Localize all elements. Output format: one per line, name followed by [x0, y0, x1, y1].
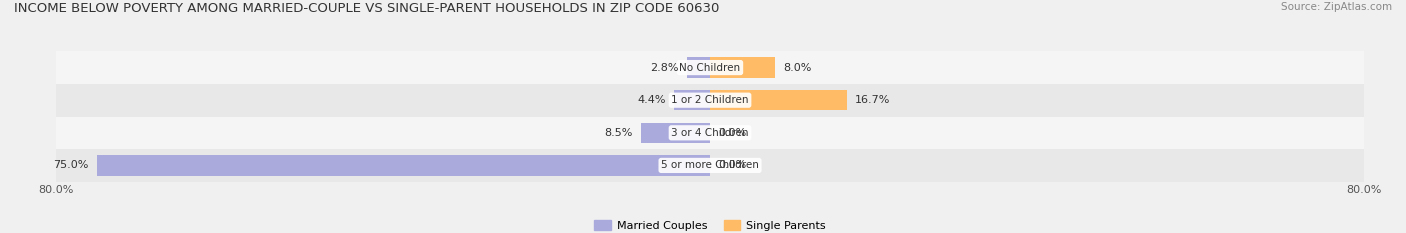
Text: 16.7%: 16.7%	[855, 95, 890, 105]
Bar	[56, 116, 1364, 149]
Bar	[710, 90, 846, 110]
Text: No Children: No Children	[679, 63, 741, 72]
Legend: Married Couples, Single Parents: Married Couples, Single Parents	[591, 216, 830, 233]
Bar	[97, 155, 710, 175]
Text: Source: ZipAtlas.com: Source: ZipAtlas.com	[1281, 2, 1392, 12]
Text: 2.8%: 2.8%	[651, 63, 679, 72]
Text: 5 or more Children: 5 or more Children	[661, 161, 759, 170]
Text: 1 or 2 Children: 1 or 2 Children	[671, 95, 749, 105]
Bar	[673, 90, 710, 110]
Bar	[56, 51, 1364, 84]
Bar	[641, 123, 710, 143]
Bar	[688, 58, 710, 78]
Text: 0.0%: 0.0%	[718, 128, 747, 138]
Text: 4.4%: 4.4%	[637, 95, 666, 105]
Text: 75.0%: 75.0%	[53, 161, 89, 170]
Bar	[710, 58, 776, 78]
Bar	[56, 149, 1364, 182]
Text: 8.0%: 8.0%	[783, 63, 811, 72]
Bar	[56, 84, 1364, 116]
Text: 0.0%: 0.0%	[718, 161, 747, 170]
Text: INCOME BELOW POVERTY AMONG MARRIED-COUPLE VS SINGLE-PARENT HOUSEHOLDS IN ZIP COD: INCOME BELOW POVERTY AMONG MARRIED-COUPL…	[14, 2, 720, 15]
Text: 8.5%: 8.5%	[605, 128, 633, 138]
Text: 3 or 4 Children: 3 or 4 Children	[671, 128, 749, 138]
